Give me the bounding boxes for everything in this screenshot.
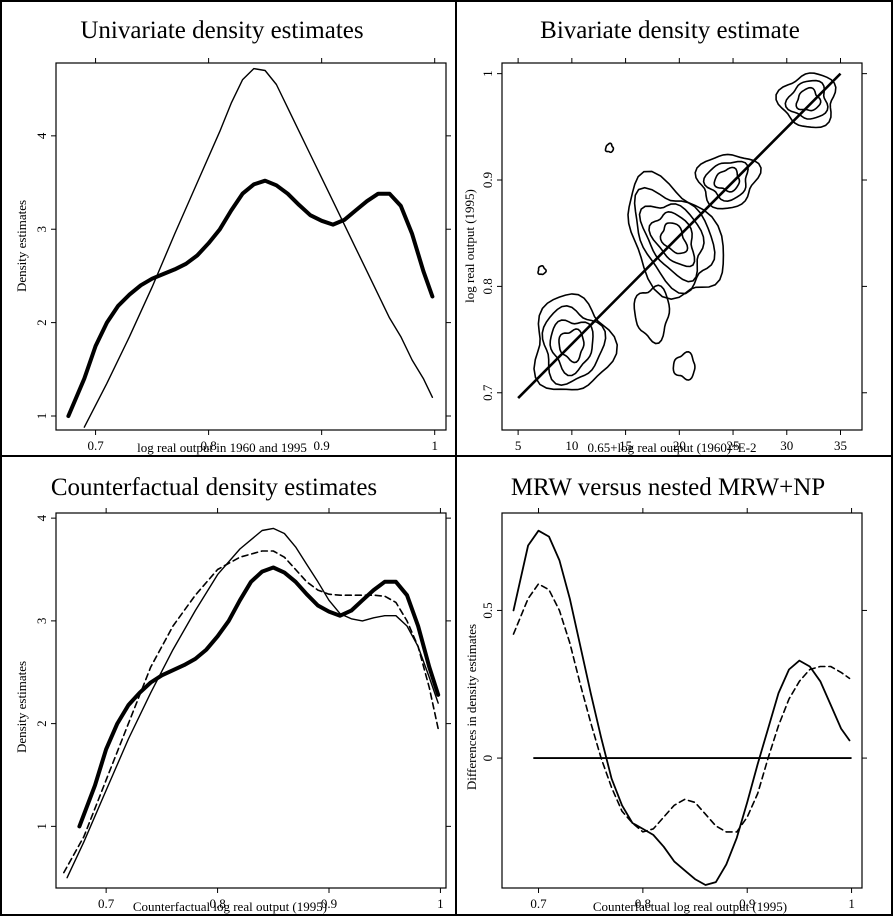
contour-line xyxy=(694,153,762,210)
plot-frame xyxy=(501,62,863,431)
plot-frame xyxy=(55,62,447,431)
contour-line xyxy=(627,170,725,301)
x-tick-label: 30 xyxy=(780,438,793,453)
diagonal-line xyxy=(517,72,842,400)
contour-line xyxy=(702,160,749,203)
y-axis-label: log real output (1995) xyxy=(462,189,477,303)
chart-title: Counterfactual density estimates xyxy=(51,474,377,501)
x-tick-label: 0.7 xyxy=(530,896,547,911)
y-tick-label: 3 xyxy=(34,618,49,625)
series-line-0 xyxy=(512,529,851,886)
panel-bivariate: Bivariate density estimate 0.65+log real… xyxy=(462,17,800,455)
y-tick-label: 3 xyxy=(34,226,49,233)
panel-mrw-comparison: MRW versus nested MRW+NP Counterfactual … xyxy=(464,474,825,914)
series-line-1 xyxy=(66,527,439,879)
series-line-0 xyxy=(66,178,435,418)
x-tick-label: 0.7 xyxy=(98,896,115,911)
series-line-0 xyxy=(77,565,441,829)
plot-frame xyxy=(55,512,447,889)
plot-2: 0.7 0.8 0.9 1 1 2 3 4 xyxy=(34,508,451,911)
y-tick-label: 4 xyxy=(34,514,49,521)
chart-title: Univariate density estimates xyxy=(80,17,363,44)
y-tick-label: 0.7 xyxy=(480,384,495,401)
x-tick-label: 1 xyxy=(848,896,855,911)
x-tick-label: 0.9 xyxy=(739,896,755,911)
panel-univariate: Univariate density estimates log real ou… xyxy=(14,17,364,455)
y-tick-label: 0.8 xyxy=(480,278,495,294)
contour-line xyxy=(672,350,696,381)
contour-line xyxy=(633,186,716,295)
chart-title: Bivariate density estimate xyxy=(540,17,800,44)
x-tick-label: 10 xyxy=(565,438,578,453)
y-axis-label: Density estimates xyxy=(14,661,29,753)
panel-counterfactual: Counterfactual density estimates Counter… xyxy=(14,474,377,914)
x-axis-label: 0.65+log real output (1960)*E-2 xyxy=(587,440,756,455)
y-tick-label: 1 xyxy=(480,70,495,77)
x-tick-label: 1 xyxy=(437,896,444,911)
x-tick-label: 0.7 xyxy=(87,438,104,453)
series-line-1 xyxy=(512,583,851,833)
y-tick-label: 2 xyxy=(34,720,49,727)
x-tick-label: 0.8 xyxy=(209,896,225,911)
y-tick-label: 2 xyxy=(34,319,49,326)
contour-line xyxy=(633,284,671,345)
x-tick-label: 20 xyxy=(673,438,686,453)
x-axis-label: log real output in 1960 and 1995 xyxy=(137,440,307,455)
x-tick-label: 1 xyxy=(431,438,438,453)
series-line-1 xyxy=(83,67,434,428)
plot-3: 0.7 0.8 0.9 1 0 0.5 xyxy=(480,508,867,911)
x-axis-label: Counterfactual log real output (1995) xyxy=(133,899,327,914)
plot-frame xyxy=(501,512,863,889)
x-tick-label: 0.9 xyxy=(314,438,330,453)
x-axis-label: Counterfactual log real output (1995) xyxy=(593,899,787,914)
contour-line xyxy=(659,222,689,255)
y-axis-label: Density estimates xyxy=(14,200,29,292)
contour-line xyxy=(537,264,547,276)
y-tick-label: 1 xyxy=(34,823,49,830)
contour-line xyxy=(533,293,619,391)
plot-0: 0.7 0.8 0.9 1 1 2 3 4 xyxy=(34,58,451,453)
plot-1: 5 10 15 20 25 30 35 0.7 0.8 0.9 1 xyxy=(480,58,867,453)
contour-line xyxy=(549,319,594,377)
x-tick-label: 5 xyxy=(515,438,522,453)
chart-title: MRW versus nested MRW+NP xyxy=(511,474,825,501)
contour-line xyxy=(558,328,585,364)
contour-line xyxy=(648,210,696,268)
y-axis-label: Differences in density estimates xyxy=(464,624,479,790)
y-tick-label: 0.9 xyxy=(480,172,495,188)
contour-line xyxy=(795,86,822,112)
y-tick-label: 4 xyxy=(34,132,49,139)
x-tick-label: 15 xyxy=(619,438,632,453)
contour-line xyxy=(541,304,607,387)
contour-line xyxy=(604,142,615,154)
x-tick-label: 0.9 xyxy=(321,896,337,911)
contour-line xyxy=(784,79,829,120)
contour-line xyxy=(638,203,705,283)
y-tick-label: 1 xyxy=(34,413,49,420)
contour-line xyxy=(713,166,741,193)
x-tick-label: 0.8 xyxy=(635,896,651,911)
contour-line xyxy=(775,72,837,129)
x-tick-label: 25 xyxy=(727,438,740,453)
y-tick-label: 0 xyxy=(480,755,495,762)
series-line-2 xyxy=(62,550,440,874)
x-tick-label: 35 xyxy=(834,438,847,453)
y-tick-label: 0.5 xyxy=(480,602,495,618)
x-tick-label: 0.8 xyxy=(200,438,216,453)
